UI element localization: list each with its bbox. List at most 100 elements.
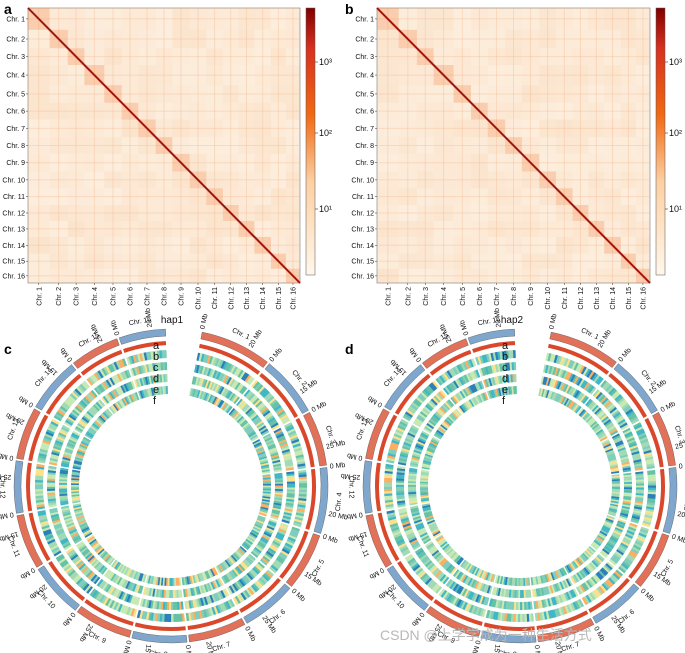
track-bin <box>519 589 523 598</box>
track-bin <box>411 424 420 431</box>
track-bin <box>298 487 307 491</box>
track-bin <box>130 569 135 578</box>
heatmap-row-label: Chr. 7 <box>6 126 25 133</box>
track-bin <box>219 603 225 612</box>
track-bin <box>147 599 152 609</box>
track-bin <box>479 368 484 377</box>
track-bin <box>274 490 283 494</box>
track-bin <box>557 368 563 378</box>
track-bin <box>590 372 597 381</box>
track-bin <box>575 586 582 595</box>
track-bin <box>68 528 78 535</box>
heatmap-cell <box>49 8 68 30</box>
heatmap-col-label: Chr. 10 <box>196 287 203 310</box>
track-bin <box>551 392 556 401</box>
track-bin <box>438 588 446 597</box>
track-bin <box>107 378 114 387</box>
track-bin <box>572 601 578 611</box>
track-bin <box>424 577 433 585</box>
heatmap-cell <box>521 236 540 254</box>
heatmap-col-label: Chr. 2 <box>405 287 412 306</box>
track-bin <box>94 420 102 427</box>
track-bin <box>251 529 260 535</box>
track-bin <box>603 382 611 391</box>
track-bin <box>262 390 270 399</box>
heatmap-cell <box>539 48 556 66</box>
heatmap-cell <box>206 253 223 269</box>
track-bin <box>617 547 626 554</box>
track-bin <box>159 613 163 622</box>
track-bin <box>519 601 523 610</box>
track-bin <box>585 594 592 603</box>
track-bin <box>118 591 124 600</box>
track-bin <box>53 550 62 557</box>
track-bin <box>159 350 163 359</box>
track-bin <box>632 457 642 462</box>
track-bin <box>584 414 592 422</box>
track-bin <box>469 565 476 574</box>
track-bin <box>510 374 514 383</box>
track-bin <box>416 440 425 446</box>
track-bin <box>238 547 246 554</box>
track-bin <box>63 564 72 572</box>
track-bin <box>388 448 397 453</box>
track-bin <box>447 580 454 588</box>
track-bin <box>141 364 146 374</box>
track-bin <box>48 461 58 466</box>
track-bin <box>40 446 49 451</box>
track-bin <box>488 573 493 582</box>
track-bin <box>470 605 476 614</box>
track-bin <box>585 383 592 392</box>
chromosome-ideogram <box>16 514 44 568</box>
track-bin <box>640 441 650 447</box>
track-bin <box>408 469 418 473</box>
track-bin <box>589 386 597 395</box>
track-bin <box>640 438 649 444</box>
heatmap-cell <box>222 236 239 254</box>
track-bin <box>257 403 266 411</box>
track-bin <box>609 464 619 468</box>
track-bin <box>623 559 632 567</box>
track-bin <box>605 519 614 525</box>
heatmap-cell <box>84 48 105 66</box>
track-bin <box>82 583 90 591</box>
track-bin <box>79 564 88 572</box>
track-bin <box>547 377 552 387</box>
track-bin <box>411 512 420 517</box>
track-bin <box>270 514 279 519</box>
track-bin <box>467 372 474 381</box>
track-bin <box>542 389 547 398</box>
track-bin <box>108 557 115 566</box>
track-bin <box>594 390 602 399</box>
track-bin <box>166 613 169 622</box>
track-bin <box>98 564 105 573</box>
heatmap-col-label: Chr. 11 <box>562 287 569 309</box>
track-bin <box>98 399 106 407</box>
heatmap-cell <box>121 48 139 66</box>
track-bin <box>280 416 290 423</box>
track-bin <box>467 577 473 586</box>
track-bin <box>224 574 231 583</box>
track-bin <box>293 520 302 526</box>
track-bin <box>421 409 429 417</box>
track-bin <box>549 391 555 400</box>
track-bin <box>614 440 624 446</box>
track-bin <box>197 365 202 374</box>
track-bin <box>65 520 74 526</box>
track-bin <box>614 394 623 402</box>
track-bin <box>284 542 293 549</box>
track-bin <box>587 401 595 409</box>
track-bin <box>601 567 609 575</box>
heatmap-cell <box>67 220 85 237</box>
track-bin <box>429 442 438 448</box>
track-bin <box>448 550 456 558</box>
track-bin <box>95 592 102 601</box>
track-bin <box>86 585 93 594</box>
track-bin <box>584 368 591 377</box>
track-bin <box>584 566 592 574</box>
track-bin <box>577 585 584 594</box>
track-bin <box>438 557 447 565</box>
track-bin <box>110 390 117 399</box>
track-bin <box>570 589 577 598</box>
track-bin <box>273 539 282 545</box>
